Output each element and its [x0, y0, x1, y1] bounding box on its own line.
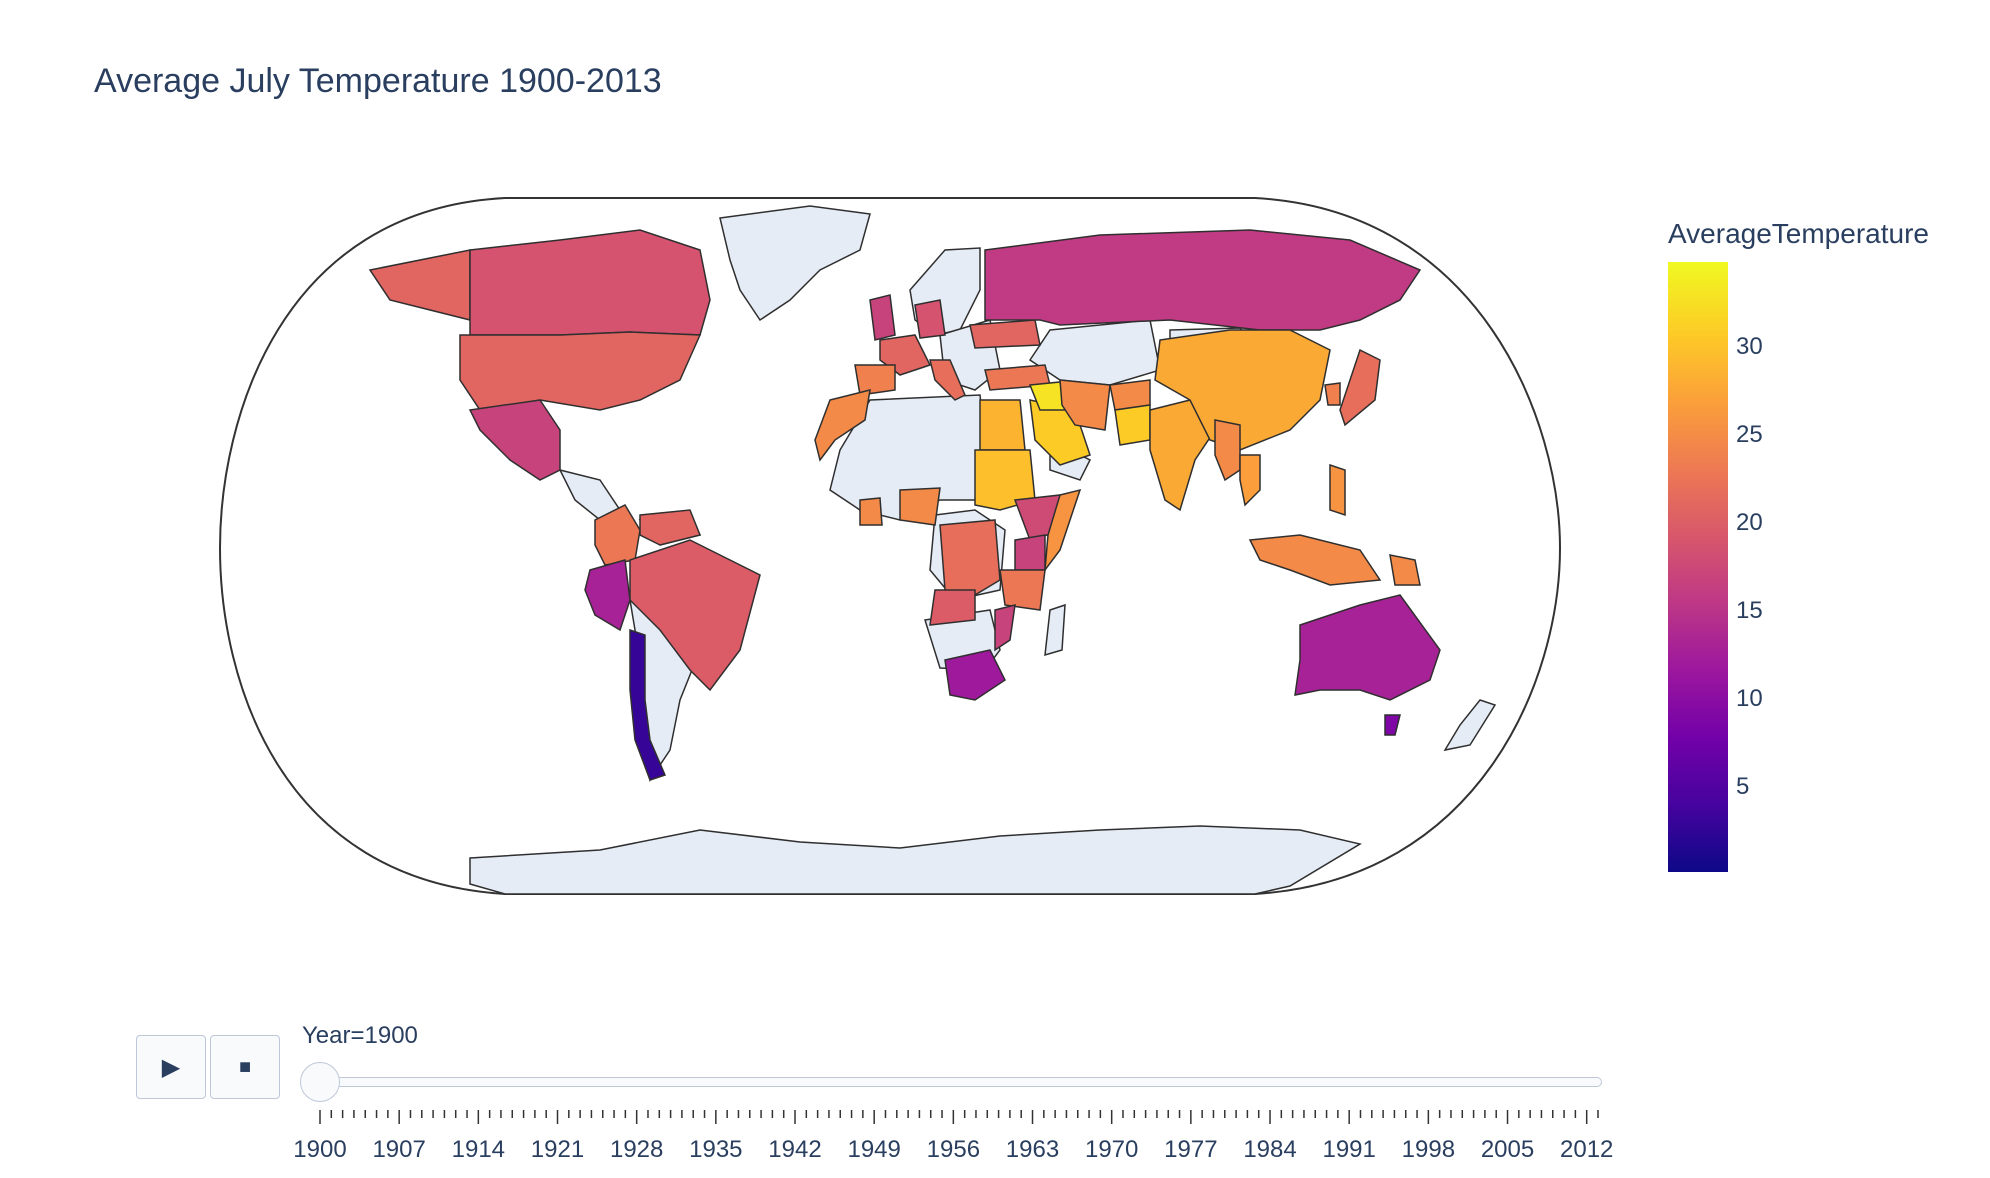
country-canada [469, 229, 711, 336]
slider-track[interactable] [316, 1077, 1602, 1087]
country-russia [984, 229, 1422, 331]
slider-tick-label: 1970 [1084, 1136, 1139, 1163]
slider-handle[interactable] [300, 1062, 340, 1102]
country-ukraine [969, 319, 1041, 349]
country-indonesia [1248, 534, 1382, 586]
colorbar [1668, 262, 1728, 872]
country-mexico [468, 399, 561, 481]
country-south-korea [1324, 382, 1341, 406]
colorbar-tick-label: 15 [1736, 597, 1763, 625]
slider-tick-label: 1921 [530, 1136, 585, 1163]
colorbar-tick-label: 30 [1736, 332, 1763, 360]
country-italy [929, 359, 966, 401]
colorbar-tick-label: 10 [1736, 685, 1763, 713]
slider-current-label: Year=1900 [302, 1022, 418, 1049]
region-greenland [719, 205, 871, 322]
slider-tick-label: 1914 [451, 1136, 506, 1163]
slider-tick-label: 1991 [1322, 1136, 1376, 1163]
country-japan [1339, 348, 1381, 427]
country-thailand [1239, 454, 1261, 507]
colorbar-title: AverageTemperature [1668, 218, 1929, 249]
colorbar-tick-label: 25 [1736, 420, 1763, 448]
country-mozambique [994, 604, 1016, 652]
country-germany [914, 299, 946, 339]
region-new-zealand [1443, 699, 1497, 752]
country-tasmania [1384, 714, 1401, 736]
slider-tick-label: 1977 [1164, 1136, 1218, 1163]
slider-tick-label: 2012 [1559, 1136, 1614, 1163]
country-tanzania [999, 569, 1046, 611]
country-angola [929, 589, 976, 626]
region-antarctica [469, 825, 1362, 895]
play-button[interactable]: ▶ [136, 1035, 206, 1099]
slider-tick-label: 1998 [1401, 1136, 1456, 1163]
stop-button[interactable]: ■ [210, 1035, 280, 1099]
country-alaska [368, 249, 471, 321]
country-chile [629, 628, 667, 781]
country-egypt [979, 399, 1026, 451]
slider-tick-label: 1928 [609, 1136, 664, 1163]
slider-tick-label: 1963 [1005, 1136, 1060, 1163]
slider-tick-label: 1900 [293, 1136, 347, 1163]
country-philippines [1329, 463, 1346, 517]
country-kenya [1014, 534, 1046, 571]
country-south-africa [944, 649, 1006, 701]
country-venezuela [639, 509, 702, 546]
slider-tick-label: 2005 [1480, 1136, 1535, 1163]
slider-tick-label: 1907 [372, 1136, 426, 1163]
slider-tick-label: 1984 [1243, 1136, 1297, 1163]
country-shapes[interactable] [368, 229, 1441, 781]
stop-icon: ■ [238, 1055, 252, 1078]
country-brazil [629, 539, 761, 692]
play-icon: ▶ [161, 1053, 181, 1081]
colorbar-tick-label: 20 [1736, 508, 1763, 536]
country-peru [584, 559, 631, 632]
slider-tick-label: 1949 [847, 1136, 901, 1163]
country-nigeria [899, 487, 941, 526]
country-china [1154, 329, 1331, 451]
chart-title: Average July Temperature 1900-2013 [94, 62, 662, 100]
country-usa [459, 331, 702, 411]
slider-tick-label: 1942 [768, 1136, 822, 1163]
country-somalia [1044, 488, 1082, 573]
country-spain [854, 364, 896, 396]
region-madagascar [1044, 603, 1066, 657]
country-pakistan [1114, 404, 1151, 446]
slider-tick-label: 1956 [926, 1136, 981, 1163]
country-morocco [814, 388, 871, 462]
country-iran [1059, 379, 1111, 431]
slider-tick-label: 1935 [689, 1136, 743, 1163]
colorbar-tick-label: 5 [1736, 773, 1750, 801]
country-png [1389, 554, 1421, 586]
country-uk [869, 294, 896, 341]
country-ghana [859, 497, 883, 526]
country-australia [1294, 594, 1441, 701]
country-drc [939, 519, 1001, 596]
country-myanmar [1214, 419, 1241, 482]
